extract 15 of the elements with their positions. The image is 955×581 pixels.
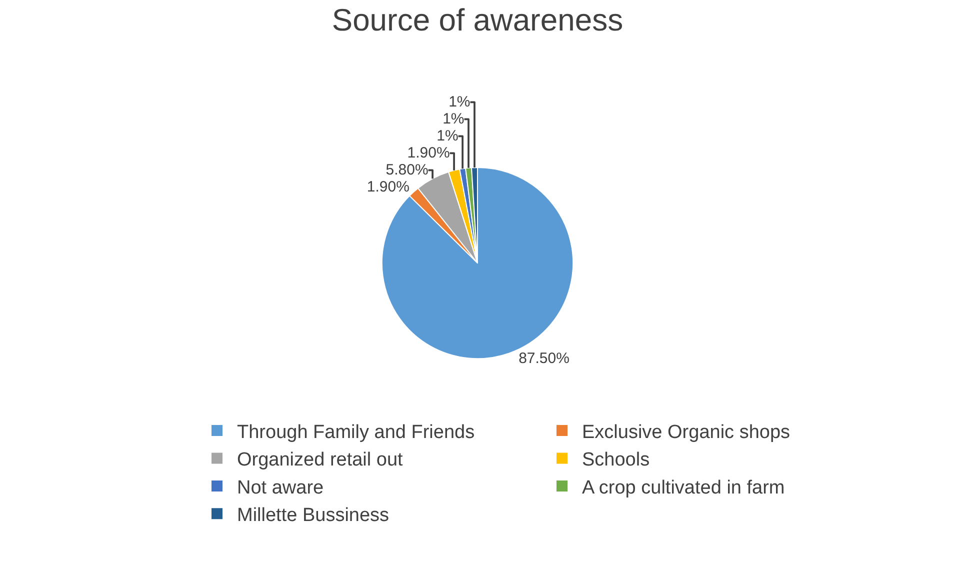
data-label: 1% — [436, 128, 458, 145]
legend-label: Not aware — [237, 477, 324, 498]
data-label: 1.90% — [407, 144, 450, 162]
legend-label: Millette Bussiness — [237, 505, 390, 526]
data-label: 87.50% — [518, 350, 570, 367]
legend-label: A crop cultivated in farm — [582, 477, 785, 498]
data-label: 1% — [442, 110, 464, 128]
data-label: 1% — [448, 94, 470, 111]
legend-label: Organized retail out — [237, 450, 404, 471]
chart-title: Source of awareness — [332, 2, 624, 38]
data-label: 1.90% — [366, 178, 410, 196]
data-label: 5.80% — [386, 162, 428, 179]
legend-label: Through Family and Friends — [237, 422, 475, 443]
legend-label: Exclusive Organic shops — [582, 422, 790, 443]
legend-label: Schools — [582, 450, 650, 471]
